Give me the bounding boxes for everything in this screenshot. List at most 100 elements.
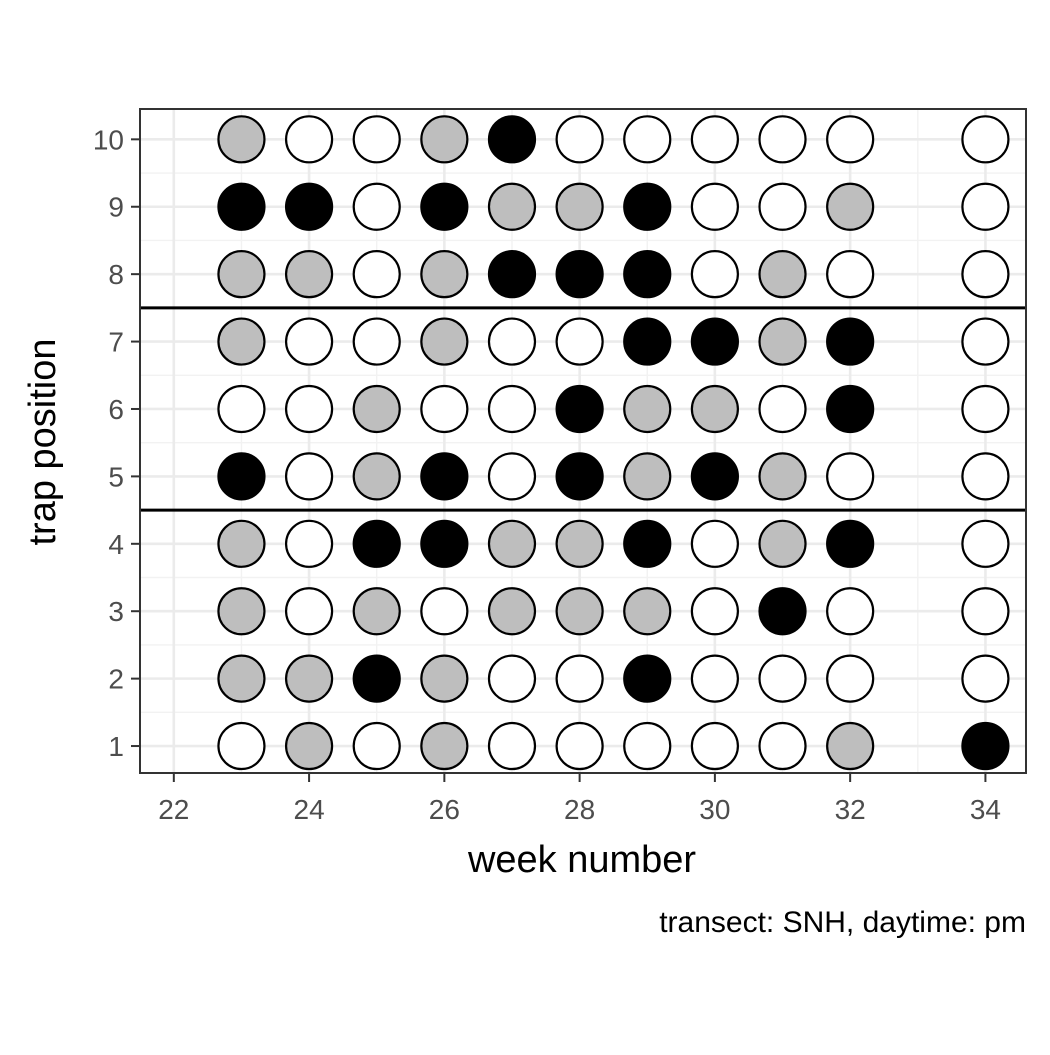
data-point xyxy=(217,587,266,636)
data-points xyxy=(217,115,1010,771)
data-point xyxy=(487,721,537,771)
y-tick-label: 5 xyxy=(108,461,124,492)
chart-caption: transect: SNH, daytime: pm xyxy=(659,906,1026,939)
data-point xyxy=(487,587,537,636)
data-point xyxy=(623,452,672,501)
data-point xyxy=(555,721,604,771)
data-point xyxy=(623,587,672,636)
data-point xyxy=(826,182,875,231)
data-point xyxy=(352,384,401,434)
data-point xyxy=(758,317,807,366)
data-point xyxy=(284,250,334,299)
data-point xyxy=(758,587,807,636)
y-tick-label: 9 xyxy=(108,192,124,223)
data-point xyxy=(284,384,334,434)
y-axis-title: trap position xyxy=(22,338,64,545)
y-tick-label: 3 xyxy=(108,596,124,627)
data-point xyxy=(555,452,604,501)
data-point xyxy=(487,519,537,568)
data-point xyxy=(690,182,739,231)
data-point xyxy=(352,317,401,366)
data-point xyxy=(217,519,266,568)
y-tick-label: 2 xyxy=(108,664,124,695)
data-point xyxy=(826,519,875,568)
data-point xyxy=(352,115,401,164)
data-point xyxy=(352,654,401,703)
data-point xyxy=(961,182,1010,231)
x-tick-label: 30 xyxy=(699,794,730,825)
data-point xyxy=(487,384,537,434)
data-point xyxy=(284,654,334,703)
data-point xyxy=(623,250,672,299)
data-point xyxy=(758,519,807,568)
panel-border xyxy=(139,108,1027,774)
data-point xyxy=(690,115,739,164)
data-point xyxy=(487,654,537,703)
data-point xyxy=(826,587,875,636)
data-point xyxy=(758,384,807,434)
x-tick-label: 34 xyxy=(970,794,1001,825)
data-point xyxy=(758,721,807,771)
data-point xyxy=(961,519,1010,568)
data-point xyxy=(690,654,739,703)
data-point xyxy=(690,452,739,501)
data-point xyxy=(217,654,266,703)
data-point xyxy=(826,115,875,164)
data-point xyxy=(623,384,672,434)
data-point xyxy=(420,721,469,771)
y-tick-label: 6 xyxy=(108,394,124,425)
data-point xyxy=(284,317,334,366)
data-point xyxy=(623,721,672,771)
data-point xyxy=(690,721,739,771)
y-tick-label: 4 xyxy=(108,529,124,560)
data-point xyxy=(420,452,469,501)
data-point xyxy=(487,182,537,231)
data-point xyxy=(555,317,604,366)
data-point xyxy=(217,182,266,231)
data-point xyxy=(826,452,875,501)
data-point xyxy=(420,587,469,636)
data-point xyxy=(961,115,1010,164)
data-point xyxy=(690,519,739,568)
data-point xyxy=(217,317,266,366)
data-point xyxy=(758,115,807,164)
data-point xyxy=(826,721,875,771)
data-point xyxy=(555,250,604,299)
data-point xyxy=(487,317,537,366)
data-point xyxy=(487,452,537,501)
data-point xyxy=(284,182,334,231)
data-point xyxy=(284,452,334,501)
x-tick-label: 22 xyxy=(158,794,189,825)
data-point xyxy=(961,452,1010,501)
data-point xyxy=(420,317,469,366)
data-point xyxy=(826,250,875,299)
data-point xyxy=(961,721,1010,771)
data-point xyxy=(961,317,1010,366)
data-point xyxy=(284,587,334,636)
data-point xyxy=(690,384,739,434)
x-axis-title: week number xyxy=(467,839,696,881)
data-point xyxy=(758,452,807,501)
y-tick-label: 8 xyxy=(108,259,124,290)
y-tick-label: 1 xyxy=(108,731,124,762)
data-point xyxy=(758,654,807,703)
data-point xyxy=(420,654,469,703)
data-point xyxy=(420,250,469,299)
data-point xyxy=(826,654,875,703)
y-tick-label: 7 xyxy=(108,327,124,358)
data-point xyxy=(758,182,807,231)
data-point xyxy=(623,519,672,568)
y-axis-ticks: 1 2 3 4 5 6 7 8 9 10 xyxy=(93,124,140,762)
data-point xyxy=(420,384,469,434)
data-point xyxy=(758,250,807,299)
data-point xyxy=(420,182,469,231)
data-point xyxy=(961,654,1010,703)
data-point xyxy=(217,115,266,164)
y-tick-label: 10 xyxy=(93,124,124,155)
data-point xyxy=(352,587,401,636)
data-point xyxy=(352,721,401,771)
data-point xyxy=(217,384,266,434)
data-point xyxy=(555,115,604,164)
